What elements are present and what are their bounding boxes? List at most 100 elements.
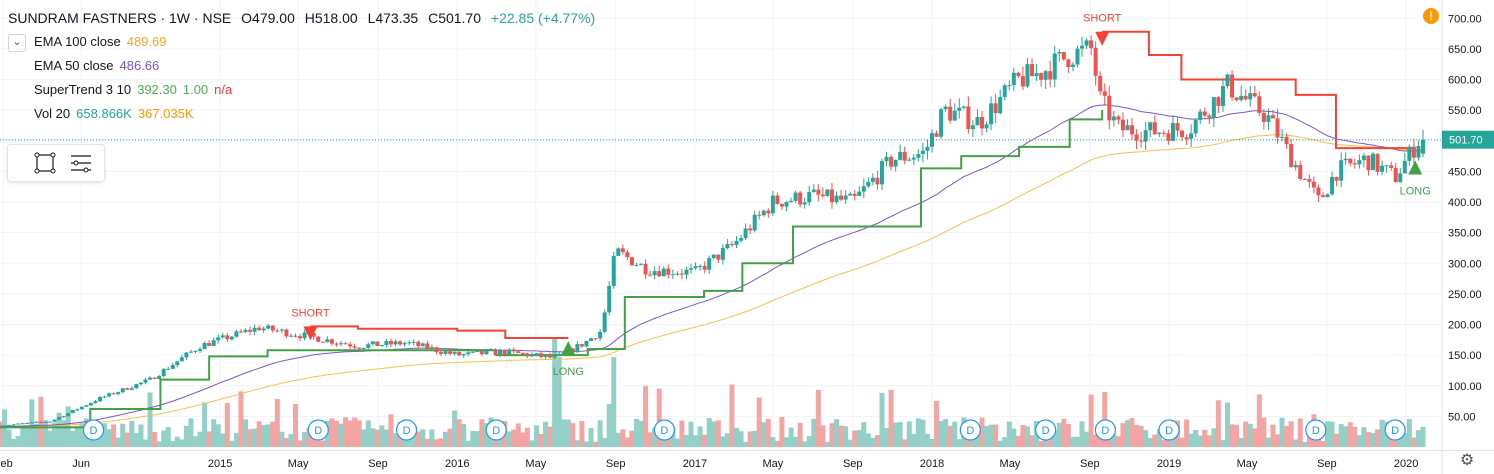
ema-50-line xyxy=(0,104,1424,427)
indicator-label: EMA 50 close xyxy=(34,58,114,73)
candle-body xyxy=(1098,75,1103,92)
volume-bar xyxy=(202,402,208,447)
candle-body xyxy=(1293,164,1298,168)
volume-bar xyxy=(415,431,421,447)
candle-body xyxy=(384,341,389,346)
volume-bar xyxy=(897,422,903,447)
candle-body xyxy=(1234,97,1239,101)
volume-bar xyxy=(79,422,85,447)
candle-body xyxy=(370,341,375,345)
volume-bar xyxy=(215,424,221,447)
candle-body xyxy=(43,421,48,423)
gear-icon[interactable]: ⚙ xyxy=(1459,452,1475,469)
x-tick-label: Sep xyxy=(368,458,388,470)
candle-body xyxy=(1002,85,1007,98)
indicator-value: 367.035K xyxy=(137,106,194,121)
volume-bar xyxy=(588,428,594,447)
volume-bar xyxy=(556,357,562,447)
dividend-label: D xyxy=(1391,425,1399,437)
candle-body xyxy=(666,268,671,275)
volume-bar xyxy=(393,433,399,447)
indicator-ema50[interactable]: EMA 50 close 486.66 xyxy=(8,54,601,78)
long-signal-label: LONG xyxy=(553,366,584,378)
candle-body xyxy=(425,343,430,349)
candle-body xyxy=(220,335,225,338)
candle-body xyxy=(1320,195,1325,198)
chevron-down-icon[interactable]: ⌄ xyxy=(8,33,26,52)
volume-bar xyxy=(1024,426,1030,447)
volume-bar xyxy=(938,420,944,447)
candle-body xyxy=(1089,40,1094,48)
indicator-supertrend[interactable]: SuperTrend 3 10 392.30 1.00 n/a xyxy=(8,78,601,102)
candle-body xyxy=(1175,123,1180,131)
indicator-volume[interactable]: Vol 20 658.866K 367.035K xyxy=(8,102,601,126)
volume-bar xyxy=(447,428,453,447)
candle-body xyxy=(929,133,934,147)
volume-bar xyxy=(829,423,835,447)
candle-body xyxy=(1043,71,1048,80)
volume-bar xyxy=(643,385,649,447)
indicator-ema100[interactable]: ⌄ EMA 100 close 489.69 xyxy=(8,30,601,54)
y-tick-label: 350.00 xyxy=(1448,228,1482,240)
volume-bar xyxy=(547,426,553,447)
volume-bar xyxy=(806,436,812,447)
candle-body xyxy=(779,203,784,207)
candle-body xyxy=(1334,176,1339,181)
signals: SHORT LONG SHORT LONG xyxy=(291,13,1431,378)
volume-bar xyxy=(1256,394,1262,447)
candle-body xyxy=(748,228,753,231)
rectangle-select-icon[interactable] xyxy=(30,148,60,178)
volume-bar xyxy=(42,420,48,447)
volume-bar xyxy=(224,402,230,447)
candle-body xyxy=(989,103,994,125)
volume-bar xyxy=(824,441,830,447)
candle-body xyxy=(1102,91,1107,96)
volume-bar xyxy=(911,433,917,447)
candle-body xyxy=(216,337,221,341)
volume-bar xyxy=(156,441,162,447)
x-tick-label: May xyxy=(288,458,309,470)
candle-body xyxy=(552,355,557,358)
candle-body xyxy=(961,106,966,108)
candle-body xyxy=(1075,48,1080,65)
dividend-label: D xyxy=(90,425,98,437)
volume-bar xyxy=(102,423,108,447)
volume-bar xyxy=(506,431,512,447)
ohlc-open: O479.00 xyxy=(241,10,295,26)
volume-bar xyxy=(711,421,717,447)
volume-bar xyxy=(524,427,530,447)
long-signal-label: LONG xyxy=(1400,185,1431,197)
volume-bar xyxy=(1065,424,1071,447)
candle-body xyxy=(761,210,766,216)
volume-bar xyxy=(693,435,699,447)
warning-icon[interactable]: ! xyxy=(1423,8,1439,24)
candle-body xyxy=(598,331,603,339)
candle-body xyxy=(1366,155,1371,171)
volume-bar xyxy=(1156,429,1162,447)
settings-lines-icon[interactable] xyxy=(66,148,96,178)
volume-bar xyxy=(747,431,753,447)
volume-bar xyxy=(179,439,185,447)
volume-bar xyxy=(274,398,280,447)
volume-bar xyxy=(47,430,53,447)
dividend-label: D xyxy=(1042,425,1050,437)
volume-bar xyxy=(1129,418,1135,447)
symbol-title[interactable]: SUNDRAM FASTNERS · 1W · NSE xyxy=(8,10,232,26)
candle-body xyxy=(1166,133,1171,141)
candle-body xyxy=(1257,96,1262,113)
volume-bar xyxy=(956,439,962,447)
candle-body xyxy=(348,344,353,347)
candle-body xyxy=(320,341,325,343)
volume-bar xyxy=(1084,431,1090,447)
volume-bars xyxy=(0,337,1426,447)
volume-bar xyxy=(952,421,958,447)
candle-body xyxy=(1189,133,1194,139)
dividend-marker xyxy=(1305,419,1327,441)
volume-bar xyxy=(543,421,549,447)
candle-body xyxy=(1007,85,1012,87)
volume-bar xyxy=(943,418,949,447)
volume-bar xyxy=(1006,421,1012,447)
volume-bar xyxy=(793,436,799,447)
